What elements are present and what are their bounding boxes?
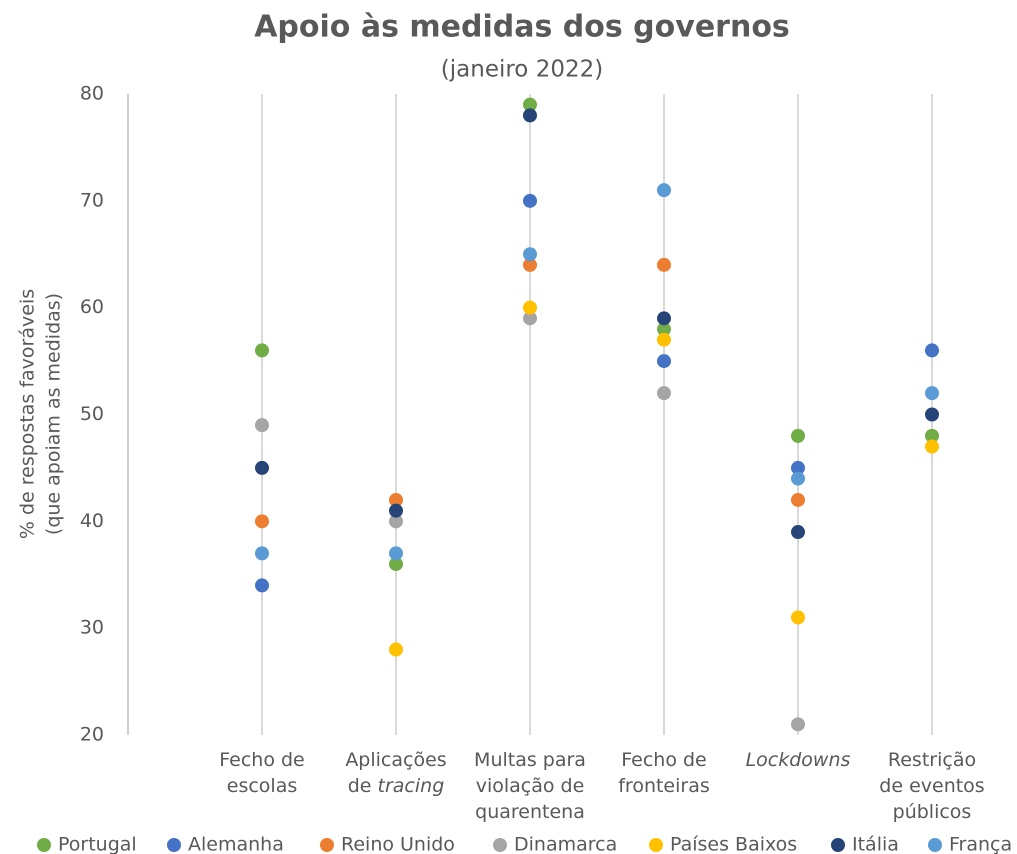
dot: [523, 257, 537, 272]
y-tick-label: 50: [80, 403, 104, 425]
y-tick-label: 30: [80, 617, 104, 639]
x-tick-label: Multas para: [474, 749, 586, 771]
dot: [925, 439, 939, 454]
dot: [791, 525, 805, 540]
dot: [523, 108, 537, 123]
label-run: Multas para: [474, 749, 586, 771]
legend-label: Países Baixos: [670, 834, 797, 854]
dot: [791, 428, 805, 443]
legend-marker: [493, 838, 507, 852]
dot: [523, 193, 537, 208]
x-tick-label: de eventos: [879, 775, 984, 797]
label-run: Lockdowns: [746, 749, 851, 771]
dot: [255, 514, 269, 529]
dot: [791, 610, 805, 625]
dot: [657, 311, 671, 326]
legend-label: Itália: [852, 834, 899, 854]
dot: [657, 183, 671, 198]
label-run: Fecho de: [621, 749, 706, 771]
dot: [389, 557, 403, 572]
x-tick-label: Restrição: [888, 749, 976, 771]
dot: [523, 247, 537, 262]
dot: [791, 717, 805, 732]
legend-label: Reino Unido: [341, 834, 455, 854]
legend-label: Portugal: [58, 834, 137, 854]
legend-marker: [928, 838, 942, 852]
y-tick-label: 40: [80, 510, 104, 532]
legend-marker: [831, 838, 845, 852]
label-run: quarentena: [475, 801, 585, 823]
dot: [791, 471, 805, 486]
y-tick-label: 80: [80, 83, 104, 105]
dot: [791, 492, 805, 507]
legend-marker: [649, 838, 663, 852]
label-run: Fecho de: [219, 749, 304, 771]
legend-marker: [37, 838, 51, 852]
x-tick-label: Aplicações: [345, 749, 446, 771]
legend-label: Dinamarca: [514, 834, 617, 854]
legend-label: Alemanha: [188, 834, 284, 854]
dot: [657, 322, 671, 337]
x-tick-label: Lockdowns: [746, 749, 851, 771]
dot: [657, 257, 671, 272]
dot: [255, 578, 269, 593]
dot: [657, 332, 671, 347]
x-tick-label: públicos: [893, 801, 972, 823]
dot: [791, 460, 805, 475]
label-run: violação de: [476, 775, 585, 797]
y-axis-label: % de respostas favoráveis: [17, 289, 39, 539]
legend-label: França: [949, 834, 1012, 854]
x-tick-label: Fecho de: [219, 749, 304, 771]
dot: [925, 343, 939, 358]
dot: [523, 97, 537, 112]
x-tick-label: Fecho de: [621, 749, 706, 771]
dot: [925, 407, 939, 422]
dot: [523, 300, 537, 315]
dot: [389, 492, 403, 507]
dot: [255, 343, 269, 358]
label-run: escolas: [227, 775, 297, 797]
dot: [255, 418, 269, 433]
label-run: Restrição: [888, 749, 976, 771]
label-run: fronteiras: [618, 775, 710, 797]
dot: [389, 642, 403, 657]
x-tick-label: quarentena: [475, 801, 585, 823]
y-tick-label: 20: [80, 724, 104, 746]
dot: [925, 386, 939, 401]
chart-title: Apoio às medidas dos governos: [254, 10, 790, 45]
dot: [255, 460, 269, 475]
label-run: Aplicações: [345, 749, 446, 771]
legend-marker: [320, 838, 334, 852]
x-tick-label: fronteiras: [618, 775, 710, 797]
dot: [523, 311, 537, 326]
label-run: tracing: [378, 775, 445, 797]
dot: [657, 354, 671, 369]
label-run: públicos: [893, 801, 972, 823]
dot: [925, 428, 939, 443]
y-tick-label: 60: [80, 296, 104, 318]
label-run: de eventos: [879, 775, 984, 797]
y-axis-label: (que apoiam as medidas): [43, 293, 65, 535]
legend-marker: [167, 838, 181, 852]
x-tick-label: de tracing: [348, 775, 445, 797]
chart-subtitle: (janeiro 2022): [441, 57, 603, 83]
dot: [255, 546, 269, 561]
dot: [389, 546, 403, 561]
y-tick-label: 70: [80, 189, 104, 211]
dot: [389, 503, 403, 518]
label-run: de: [348, 775, 378, 797]
dot: [389, 514, 403, 529]
x-tick-label: violação de: [476, 775, 585, 797]
dot: [657, 386, 671, 401]
x-tick-label: escolas: [227, 775, 297, 797]
